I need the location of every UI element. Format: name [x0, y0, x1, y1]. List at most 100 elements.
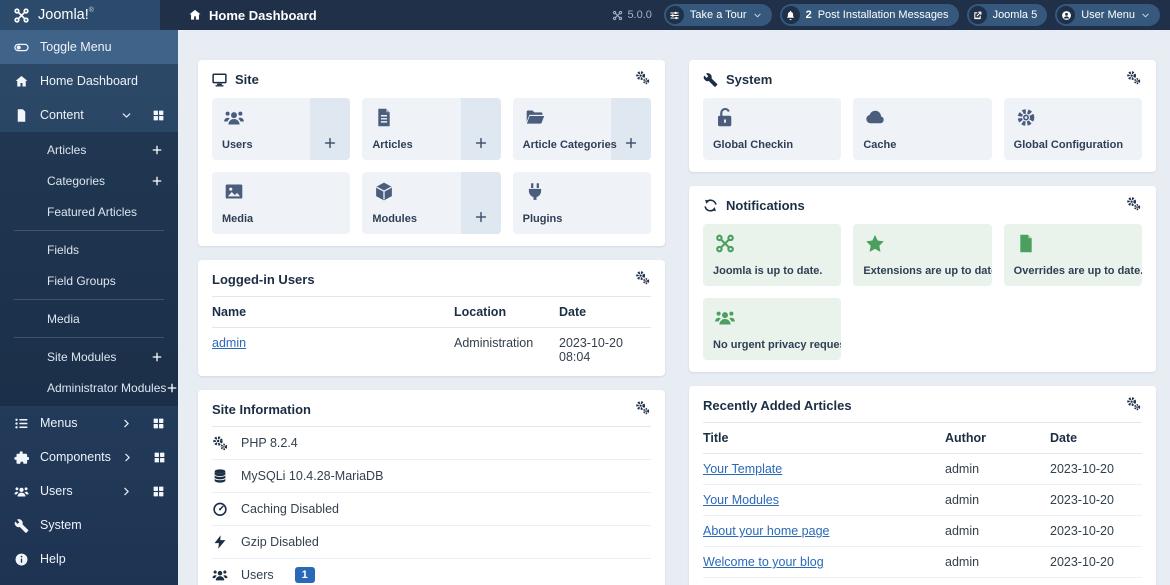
notification-privacy-requests[interactable]: No urgent privacy requests. — [703, 298, 842, 360]
sidebar-item-help[interactable]: Help — [0, 542, 178, 576]
panel-settings-button[interactable] — [634, 400, 651, 418]
chevron-right-icon — [121, 486, 132, 497]
panel-settings-button[interactable] — [634, 70, 651, 88]
add-module-button[interactable] — [460, 172, 501, 234]
content-dashboard-grid-icon[interactable] — [152, 109, 165, 122]
site-tile-media[interactable]: Media — [212, 172, 351, 234]
take-a-tour-label: Take a Tour — [689, 9, 747, 21]
notification-joomla-up-to-date[interactable]: Joomla is up to date. — [703, 224, 842, 286]
site-panel-title: Site — [212, 72, 259, 87]
add-administrator-modules-icon[interactable] — [166, 382, 178, 394]
article-link[interactable]: Welcome to your blog — [703, 555, 824, 569]
sidebar-item-field-groups[interactable]: Field Groups — [0, 265, 178, 296]
sidebar: Toggle Menu Home Dashboard Content Artic… — [0, 30, 178, 585]
site-tile-modules[interactable]: Modules — [362, 172, 501, 234]
system-tile-global-checkin[interactable]: Global Checkin — [703, 98, 842, 160]
articles-table: Title Author Date Your Template admin 20… — [703, 422, 1142, 585]
folder-open-icon — [523, 107, 547, 128]
add-site-modules-icon[interactable] — [151, 351, 163, 363]
sidebar-item-users[interactable]: Users — [0, 474, 178, 508]
sidebar-item-featured-articles[interactable]: Featured Articles — [0, 196, 178, 227]
article-link[interactable]: About your home page — [703, 524, 830, 538]
post-installation-messages-button[interactable]: 2 Post Installation Messages — [779, 4, 959, 26]
menus-label: Menus — [40, 416, 78, 430]
chevron-right-icon — [121, 418, 132, 429]
tile-label: Plugins — [522, 213, 563, 225]
notifications-title-text: Notifications — [726, 197, 805, 213]
bell-icon — [781, 6, 800, 24]
sidebar-item-administrator-modules[interactable]: Administrator Modules — [0, 372, 178, 403]
site-tile-plugins[interactable]: Plugins — [512, 172, 651, 234]
joomla-logo: Joomla!® — [0, 0, 160, 30]
system-tile-cache[interactable]: Cache — [853, 98, 992, 160]
tile-label: Modules — [372, 213, 417, 225]
user-menu-button[interactable]: User Menu — [1055, 4, 1160, 26]
recently-added-articles-title: Recently Added Articles — [703, 397, 852, 413]
menus-dashboard-grid-icon[interactable] — [152, 417, 165, 430]
add-article-button[interactable] — [460, 98, 501, 160]
system-tile-global-configuration[interactable]: Global Configuration — [1003, 98, 1142, 160]
users-count-badge: 1 — [294, 567, 315, 583]
list-item-gzip: Gzip Disabled — [212, 526, 651, 559]
panel-settings-button[interactable] — [1125, 396, 1142, 414]
components-dashboard-grid-icon[interactable] — [153, 451, 166, 464]
page-title-text: Home Dashboard — [209, 7, 317, 23]
panel-settings-button[interactable] — [634, 270, 651, 288]
sidebar-toggle-menu[interactable]: Toggle Menu — [0, 30, 178, 64]
content-submenu: Articles Categories Featured Articles Fi… — [0, 132, 178, 406]
panel-settings-button[interactable] — [1125, 70, 1142, 88]
user-location: Administration — [454, 336, 534, 350]
tile-label: Users — [222, 139, 253, 151]
sidebar-item-system[interactable]: System — [0, 508, 178, 542]
sidebar-item-categories[interactable]: Categories — [0, 165, 178, 196]
users-icon — [14, 484, 29, 499]
sidebar-item-content[interactable]: Content — [0, 98, 178, 132]
fields-label: Fields — [47, 242, 80, 257]
article-date: 2023-10-20 — [1050, 453, 1142, 485]
users-icon — [222, 107, 246, 128]
site-tile-article-categories[interactable]: Article Categories — [512, 98, 651, 160]
joomla-5-label: Joomla 5 — [992, 9, 1038, 21]
column-header-name: Name — [212, 296, 454, 328]
messages-label: Post Installation Messages — [817, 9, 949, 21]
cloud-icon — [863, 107, 887, 128]
add-category-button[interactable] — [610, 98, 651, 160]
toggle-menu-label: Toggle Menu — [40, 40, 112, 54]
site-modules-label: Site Modules — [47, 349, 117, 364]
notification-overrides-up-to-date[interactable]: Overrides are up to date. — [1003, 224, 1142, 286]
notification-label: Joomla is up to date. — [713, 265, 823, 277]
sidebar-item-home-dashboard[interactable]: Home Dashboard — [0, 64, 178, 98]
add-articles-icon[interactable] — [151, 144, 163, 156]
notification-extensions-up-to-date[interactable]: Extensions are up to date. — [853, 224, 992, 286]
sidebar-item-media[interactable]: Media — [0, 303, 178, 334]
joomla-logo-text: Joomla!® — [38, 7, 94, 23]
add-categories-icon[interactable] — [151, 175, 163, 187]
components-label: Components — [40, 450, 111, 464]
chevron-right-icon — [122, 452, 133, 463]
take-a-tour-button[interactable]: Take a Tour — [663, 4, 772, 26]
sidebar-item-fields[interactable]: Fields — [0, 234, 178, 265]
article-link[interactable]: Your Template — [703, 462, 783, 476]
external-link-icon — [968, 6, 987, 24]
add-user-button[interactable] — [310, 98, 351, 160]
sidebar-item-site-modules[interactable]: Site Modules — [0, 341, 178, 372]
panel-settings-button[interactable] — [1125, 196, 1142, 214]
system-panel-title: System — [703, 72, 772, 87]
site-tile-users[interactable]: Users — [212, 98, 351, 160]
joomla-5-link-button[interactable]: Joomla 5 — [966, 4, 1048, 26]
user-admin-link[interactable]: admin — [212, 336, 247, 350]
database-icon — [212, 468, 228, 484]
home-icon — [188, 8, 202, 22]
notifications-panel: Notifications Joomla is up to date. Exte… — [689, 186, 1156, 372]
wrench-icon — [703, 72, 718, 87]
sidebar-item-articles[interactable]: Articles — [0, 134, 178, 165]
list-item-caching: Caching Disabled — [212, 493, 651, 526]
recently-added-articles-header: Recently Added Articles — [689, 386, 1156, 422]
site-tile-articles[interactable]: Articles — [362, 98, 501, 160]
users-dashboard-grid-icon[interactable] — [152, 485, 165, 498]
sidebar-item-components[interactable]: Components — [0, 440, 178, 474]
php-version: PHP 8.2.4 — [241, 436, 298, 450]
article-link[interactable]: Your Modules — [703, 493, 779, 507]
list-item-php: PHP 8.2.4 — [212, 426, 651, 460]
sidebar-item-menus[interactable]: Menus — [0, 406, 178, 440]
